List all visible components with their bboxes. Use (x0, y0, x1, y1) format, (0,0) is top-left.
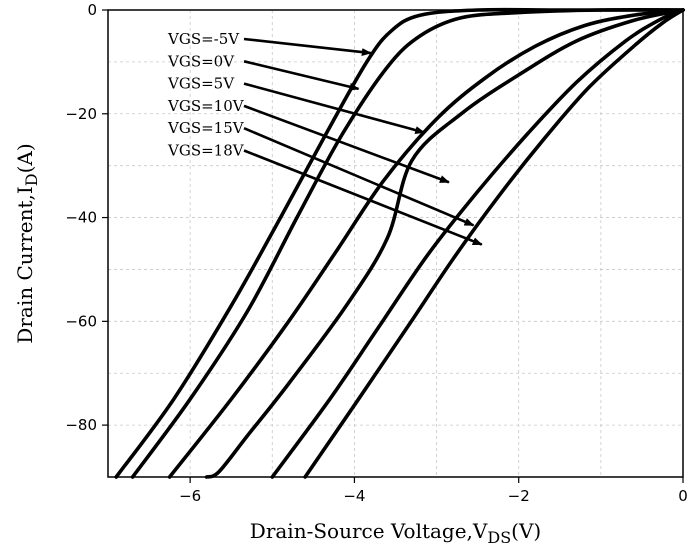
x-tick-label: −4 (343, 487, 365, 505)
y-tick-label: 0 (87, 1, 97, 19)
series-line-5 (303, 8, 685, 479)
annotation-label: VGS=15V (167, 119, 245, 137)
x-axis-label: Drain-Source Voltage,VDS(V) (250, 519, 541, 547)
x-axis-label-unit: (V) (511, 519, 541, 543)
annotation-label: VGS=0V (167, 52, 235, 70)
annotations: VGS=-5V VGS=0V VGS=5V VGS=10V VGS=15V VGS=18V (167, 30, 483, 246)
series-line-4 (270, 8, 685, 479)
x-tick-label: −2 (508, 487, 530, 505)
annotation-arrow (243, 104, 450, 184)
y-tick-label: −40 (65, 209, 97, 227)
y-tick-label: −80 (65, 416, 97, 434)
series-line-3 (204, 8, 685, 479)
y-tick-label: −20 (65, 105, 97, 123)
ticks: −6 −4 −2 00−20−40−60−80 (65, 1, 687, 505)
y-axis-label-sub: D (22, 173, 41, 186)
annotation-arrow (243, 149, 483, 246)
x-axis-label-main: Drain-Source Voltage,V (250, 519, 488, 543)
annotation-label: VGS=-5V (167, 30, 240, 48)
y-axis-label-unit: (A) (13, 143, 37, 173)
annotation-label: VGS=5V (167, 75, 235, 93)
annotation-arrow (243, 82, 426, 134)
y-axis-label-main: Drain Current,I (13, 186, 37, 343)
y-axis-label: Drain Current,ID(A) (13, 143, 41, 343)
annotation-label: VGS=18V (167, 142, 245, 160)
x-tick-label: 0 (678, 487, 688, 505)
annotation-arrow (243, 37, 372, 57)
series-line-1 (130, 8, 685, 479)
y-tick-label: −60 (65, 312, 97, 330)
plot-frame (107, 9, 684, 478)
x-tick-label: −6 (179, 487, 201, 505)
annotation-label: VGS=10V (167, 97, 245, 115)
annotation-arrow (243, 60, 360, 91)
x-axis-label-sub: DS (487, 528, 511, 547)
series-line-2 (167, 8, 685, 479)
annotation-arrow (243, 127, 475, 227)
